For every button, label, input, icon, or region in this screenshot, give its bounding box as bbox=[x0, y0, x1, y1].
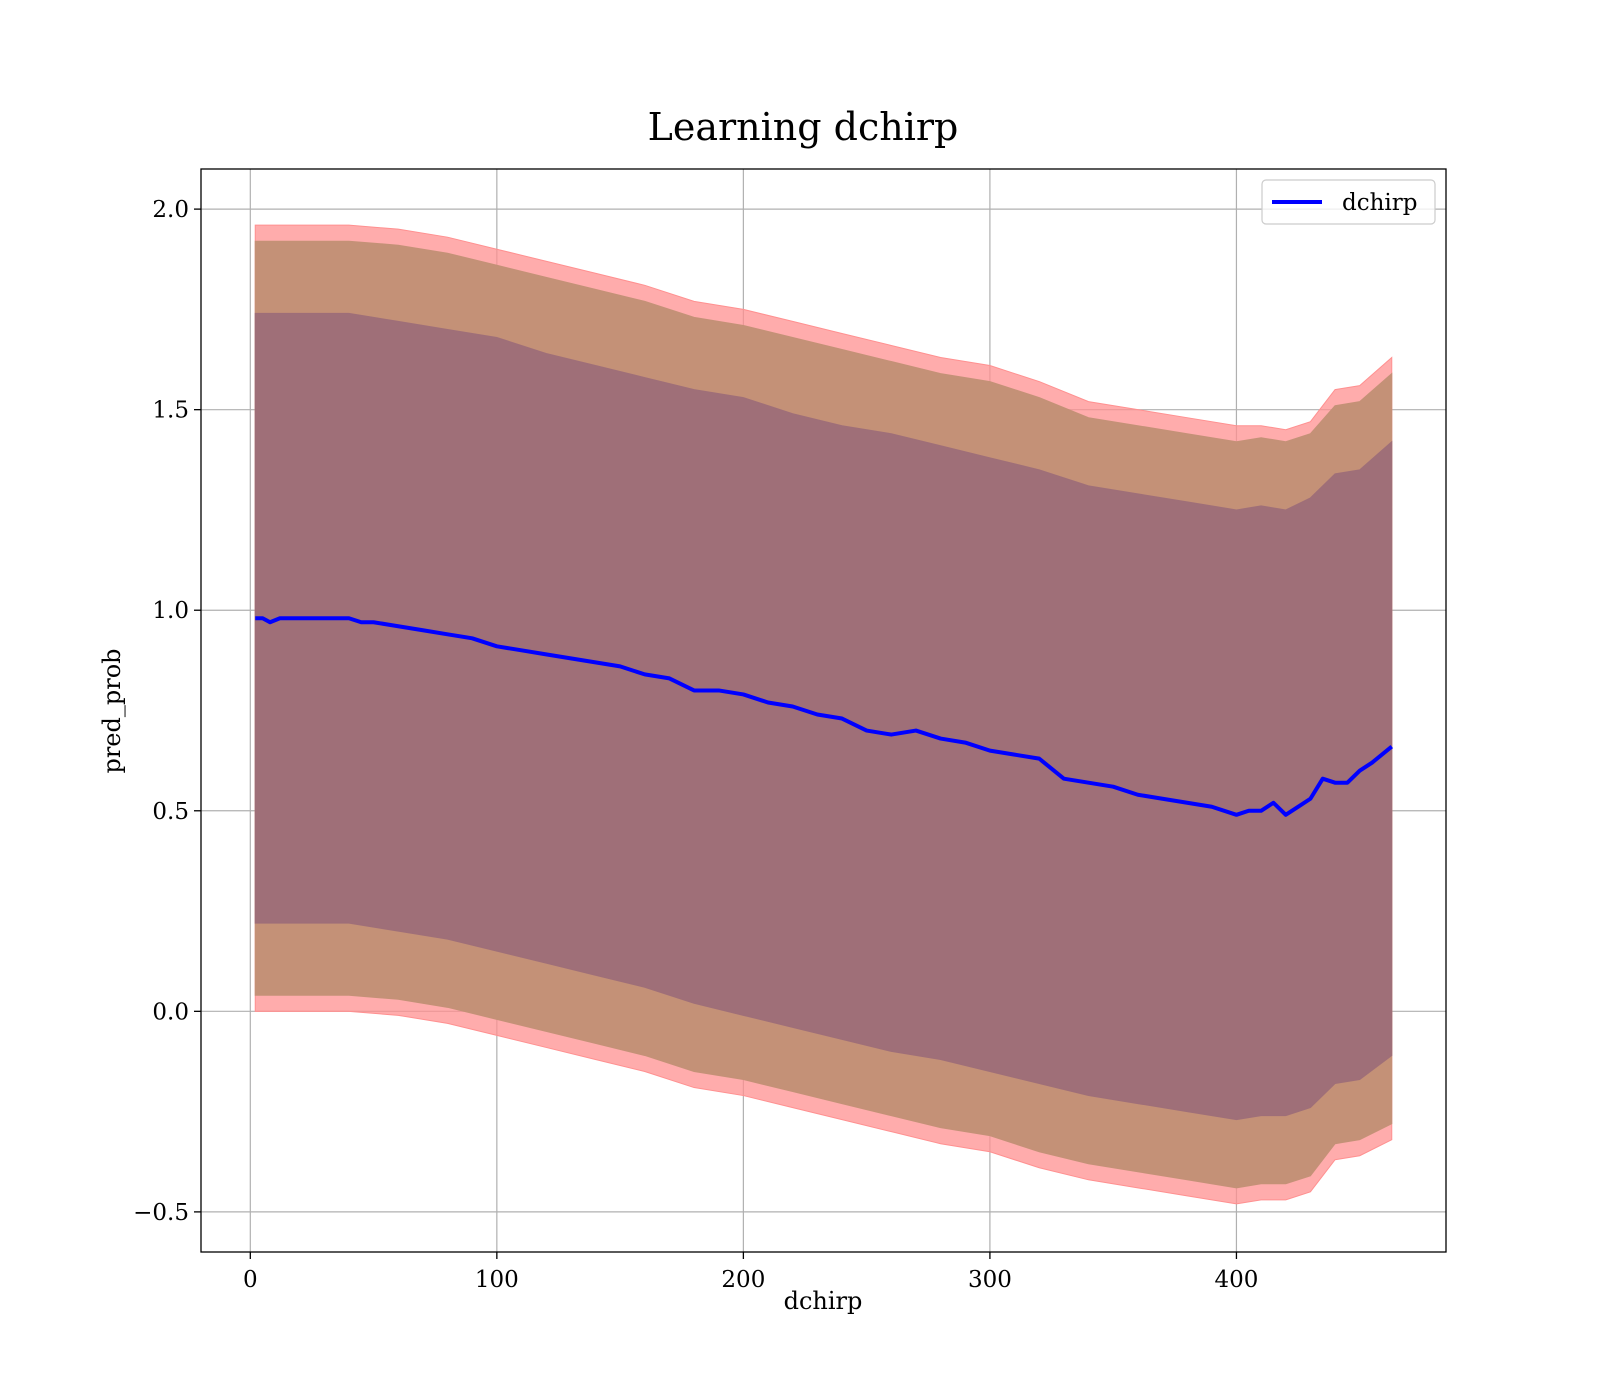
y-tick-label: −0.5 bbox=[133, 1200, 189, 1226]
x-tick-label: 300 bbox=[968, 1267, 1012, 1293]
y-axis-ticks: −0.5 0.0 0.5 1.0 1.5 2.0 bbox=[133, 197, 201, 1226]
x-axis-ticks: 0 100 200 300 400 bbox=[243, 1252, 1258, 1293]
chart-title: Learning dchirp bbox=[648, 105, 959, 149]
x-axis-label: dchirp bbox=[784, 1287, 863, 1315]
x-tick-label: 200 bbox=[721, 1267, 765, 1293]
plot-frame bbox=[200, 168, 1447, 1253]
y-tick-label: 1.0 bbox=[152, 598, 189, 624]
x-tick-label: 0 bbox=[243, 1267, 258, 1293]
y-axis-label: pred_prob bbox=[98, 648, 126, 773]
x-tick-label: 400 bbox=[1214, 1267, 1258, 1293]
y-tick-label: 1.5 bbox=[152, 398, 189, 424]
x-tick-label: 100 bbox=[475, 1267, 519, 1293]
legend-label-dchirp: dchirp bbox=[1342, 190, 1418, 216]
series-lines bbox=[255, 616, 1394, 817]
legend: dchirp bbox=[1261, 179, 1436, 225]
y-tick-label: 2.0 bbox=[152, 197, 189, 223]
y-tick-label: 0.5 bbox=[152, 799, 189, 825]
legend-box bbox=[1261, 179, 1436, 225]
series-line-dchirp bbox=[255, 616, 1394, 817]
y-tick-label: 0.0 bbox=[152, 999, 189, 1025]
